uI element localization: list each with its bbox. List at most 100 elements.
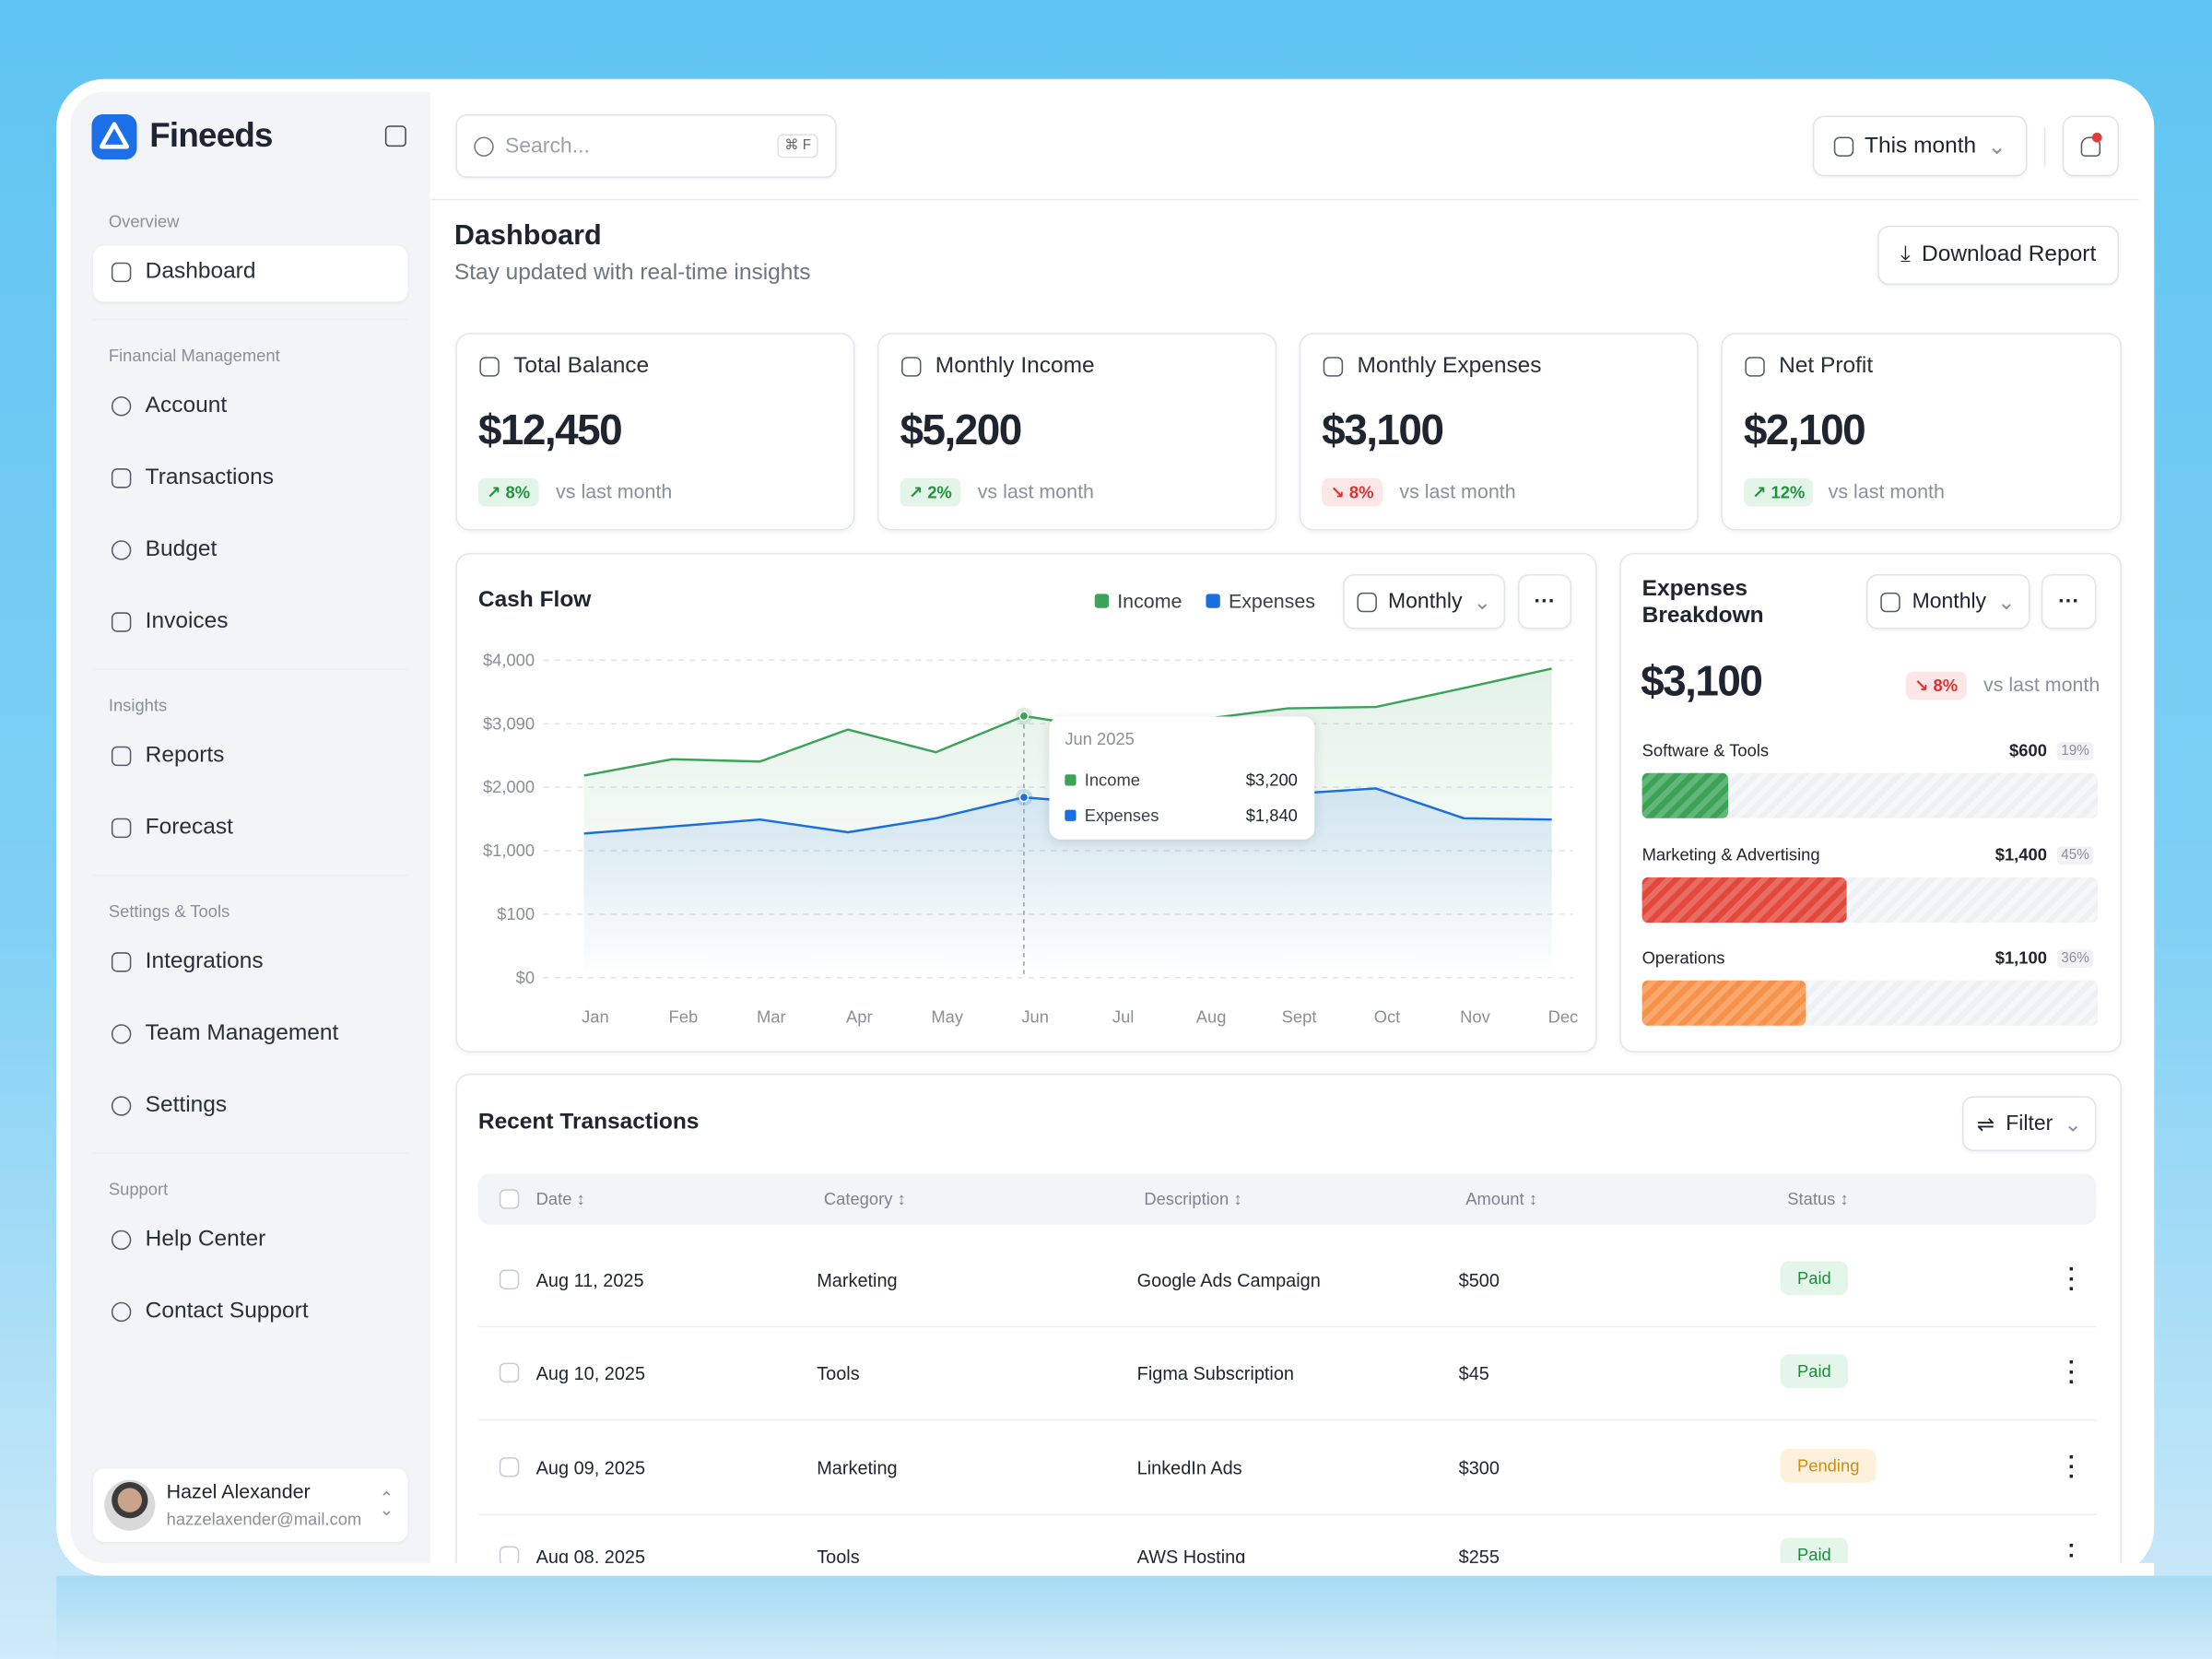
nav-item[interactable]: Integrations (111, 949, 264, 975)
column-label: Description (1144, 1189, 1230, 1209)
cell-date: Aug 11, 2025 (535, 1269, 644, 1291)
column-header[interactable]: Amount ↕ (1465, 1189, 1537, 1209)
select-all[interactable] (499, 1189, 520, 1209)
nav-item[interactable]: Transactions (111, 465, 274, 491)
stat-label-text: Monthly Income (935, 354, 1095, 379)
tooltip-series: Income (1085, 771, 1140, 790)
cell-description: LinkedIn Ads (1136, 1457, 1242, 1479)
section-title: Support (108, 1179, 169, 1200)
nav-label: Forecast (145, 815, 233, 840)
y-tick-label: $3,090 (483, 713, 535, 733)
nav-icon (111, 1301, 132, 1323)
tooltip-value: $3,200 (1246, 771, 1298, 790)
stat-change-value: 8% (505, 482, 531, 502)
nav-item[interactable]: Settings (111, 1093, 228, 1119)
filter-label: Filter (2006, 1112, 2053, 1136)
y-tick-label: $1,000 (483, 841, 535, 860)
column-label: Status (1787, 1189, 1836, 1209)
row-divider (477, 1513, 2097, 1515)
x-tick-label: Sept (1282, 1007, 1317, 1027)
row-menu[interactable]: ··· (2067, 1258, 2077, 1302)
user-menu-chevron[interactable]: ⌃ ⌄ (379, 1488, 394, 1520)
breakdown-more[interactable]: ··· (2041, 573, 2097, 629)
breakdown-item-value: $1,400 (1994, 844, 2047, 865)
cell-status: Pending (1780, 1448, 1877, 1483)
cell-date: Aug 10, 2025 (535, 1362, 646, 1384)
page-title: Dashboard (453, 219, 602, 252)
chart-period-select[interactable]: Monthly ⌄ (1343, 573, 1506, 629)
nav-label: Settings (145, 1093, 228, 1118)
period-label: This month (1865, 133, 1977, 158)
cell-amount: $255 (1458, 1546, 1500, 1568)
breakdown-note: vs last month (1983, 673, 2100, 696)
row-divider (477, 1325, 2097, 1328)
x-tick-label: May (931, 1007, 964, 1027)
stat-note: vs last month (1399, 479, 1516, 502)
cell-category: Marketing (817, 1457, 898, 1479)
row-checkbox[interactable] (499, 1362, 520, 1382)
chevron: ⌄ (1987, 135, 2006, 159)
notifications[interactable] (2062, 115, 2119, 177)
x-tick-label: Jun (1021, 1007, 1049, 1027)
column-header[interactable]: Date ↕ (535, 1189, 585, 1209)
table-header (477, 1173, 2097, 1225)
row-menu[interactable]: ··· (2067, 1351, 2077, 1395)
download-report[interactable]: ⤓ Download Report (1877, 225, 2119, 286)
stat-label: Monthly Expenses (1323, 354, 1542, 380)
x-tick-label: Dec (1548, 1007, 1579, 1027)
breakdown-period-select[interactable]: Monthly ⌄ (1865, 573, 2030, 629)
user-email: hazzelaxender@mail.com (166, 1509, 362, 1530)
filter-button[interactable]: ⇌ Filter ⌄ (1962, 1096, 2097, 1151)
nav-icon (111, 746, 132, 767)
collapse-toggle[interactable] (384, 125, 406, 147)
nav-item[interactable]: Account (111, 394, 227, 419)
search-placeholder: Search... (504, 134, 590, 159)
cell-amount: $300 (1458, 1457, 1500, 1479)
transactions-title: Recent Transactions (477, 1110, 700, 1135)
brand-logo (91, 113, 137, 159)
nav-item[interactable]: Contact Support (111, 1300, 309, 1325)
chart-more[interactable]: ··· (1517, 573, 1572, 629)
column-header[interactable]: Status ↕ (1787, 1189, 1849, 1209)
breakdown-period: Monthly (1912, 589, 1987, 614)
column-label: Date (535, 1189, 572, 1209)
chart-title: Cash Flow (477, 588, 592, 613)
cell-description: AWS Hosting (1136, 1546, 1246, 1568)
x-tick-label: Aug (1196, 1007, 1227, 1027)
breakdown-bar (1641, 772, 1729, 818)
breakdown-bar (1641, 877, 1848, 923)
legend-label: Income (1117, 591, 1182, 613)
period-select[interactable]: This month ⌄ (1812, 115, 2028, 177)
stat-note: vs last month (556, 479, 673, 502)
section-title: Financial Management (108, 345, 280, 366)
cell-date: Aug 09, 2025 (535, 1457, 646, 1479)
nav-item[interactable]: Reports (111, 744, 224, 770)
nav-item[interactable]: Forecast (111, 815, 233, 841)
search-box[interactable]: Search... ⌘ F (455, 113, 837, 178)
cell-amount: $500 (1458, 1269, 1500, 1291)
nav-item[interactable]: Invoices (111, 609, 229, 635)
logo-icon (99, 122, 130, 149)
user-name: Hazel Alexander (166, 1479, 311, 1503)
y-tick-label: $0 (516, 968, 535, 987)
chevron: ⌄ (1997, 590, 2016, 615)
nav-item[interactable]: Budget (111, 537, 217, 563)
chevron: ⌄ (1473, 590, 1491, 615)
column-header[interactable]: Category ↕ (823, 1189, 906, 1209)
x-tick-label: Jan (582, 1007, 609, 1027)
stat-value: $5,200 (900, 407, 1023, 454)
row-divider (477, 1418, 2097, 1421)
download-label: Download Report (1922, 242, 2097, 267)
row-checkbox[interactable] (499, 1269, 520, 1289)
row-menu[interactable]: ··· (2067, 1445, 2077, 1490)
column-header[interactable]: Description ↕ (1144, 1189, 1242, 1209)
cell-status: Paid (1780, 1354, 1849, 1389)
nav-item[interactable]: Team Management (111, 1021, 338, 1047)
nav-item[interactable]: Dashboard (111, 260, 255, 286)
row-checkbox[interactable] (499, 1457, 520, 1477)
tooltip (1049, 716, 1315, 840)
window-bottom-edge (431, 1562, 2155, 1576)
nav-item[interactable]: Help Center (111, 1228, 265, 1253)
